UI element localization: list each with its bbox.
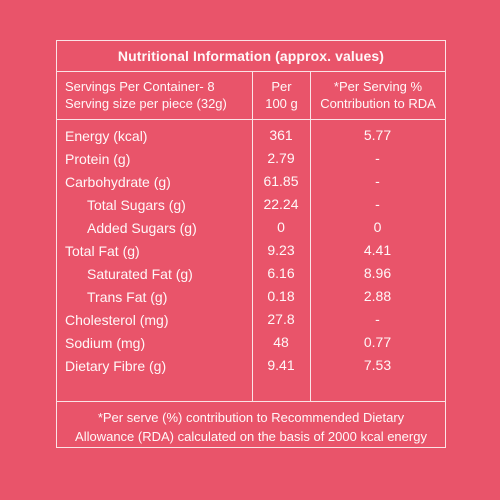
table-row: Protein (g) 2.79 - xyxy=(57,147,445,170)
nutrient-name: Dietary Fibre (g) xyxy=(65,357,167,374)
rda-footnote: *Per serve (%) contribution to Recommend… xyxy=(57,402,445,446)
nutrient-rda: 0 xyxy=(373,219,382,235)
nutrient-per-100g: 48 xyxy=(273,334,289,350)
nutrient-rda: 0.77 xyxy=(363,334,392,350)
table-row: Energy (kcal) 361 5.77 xyxy=(57,124,445,147)
table-row: Cholesterol (mg) 27.8 - xyxy=(57,308,445,331)
nutrient-rda: - xyxy=(375,311,380,327)
header-servings: Servings Per Container- 8 Serving size p… xyxy=(57,72,252,119)
table-row: Dietary Fibre (g) 9.41 7.53 xyxy=(57,354,445,377)
nutrient-per-100g: 0 xyxy=(277,219,285,235)
nutrient-name: Carbohydrate (g) xyxy=(65,173,171,190)
table-header: Servings Per Container- 8 Serving size p… xyxy=(57,72,445,120)
header-per: Per xyxy=(271,79,292,94)
header-per-serving: *Per Serving % xyxy=(333,79,423,94)
nutrient-per-100g: 22.24 xyxy=(263,196,299,212)
nutrient-name: Added Sugars (g) xyxy=(87,219,197,236)
nutrient-name: Total Fat (g) xyxy=(65,242,140,259)
nutrient-per-100g: 2.79 xyxy=(267,150,295,166)
footnote-line-1: *Per serve (%) contribution to Recommend… xyxy=(97,410,405,425)
nutrient-per-100g: 361 xyxy=(269,127,293,143)
nutrient-name: Sodium (mg) xyxy=(65,334,146,351)
nutrient-rda: - xyxy=(375,173,380,189)
table-row: Added Sugars (g) 0 0 xyxy=(57,216,445,239)
nutrient-name: Total Sugars (g) xyxy=(87,196,186,213)
nutrient-rda: - xyxy=(375,196,380,212)
nutrient-name: Saturated Fat (g) xyxy=(87,265,193,282)
nutrient-per-100g: 9.41 xyxy=(267,357,295,373)
header-per-100g: Per 100 g xyxy=(252,72,310,119)
table-row: Carbohydrate (g) 61.85 - xyxy=(57,170,445,193)
nutrient-per-100g: 9.23 xyxy=(267,242,295,258)
nutrient-rda: 7.53 xyxy=(363,357,392,373)
nutrient-name: Trans Fat (g) xyxy=(87,288,168,305)
table-row: Saturated Fat (g) 6.16 8.96 xyxy=(57,262,445,285)
table-row: Sodium (mg) 48 0.77 xyxy=(57,331,445,354)
nutrient-rda: 5.77 xyxy=(363,127,392,143)
header-rda: *Per Serving % Contribution to RDA xyxy=(310,72,445,119)
nutrient-name: Cholesterol (mg) xyxy=(65,311,169,328)
nutrition-panel: Nutritional Information (approx. values)… xyxy=(56,40,446,448)
header-100g: 100 g xyxy=(265,96,298,111)
nutrition-table: Servings Per Container- 8 Serving size p… xyxy=(57,72,445,446)
table-row: Trans Fat (g) 0.18 2.88 xyxy=(57,285,445,308)
nutrient-rda: 2.88 xyxy=(363,288,392,304)
header-contribution: Contribution to RDA xyxy=(320,96,436,111)
nutrient-rda: 4.41 xyxy=(363,242,392,258)
nutrient-per-100g: 61.85 xyxy=(263,173,299,189)
panel-title: Nutritional Information (approx. values) xyxy=(57,41,445,72)
nutrient-per-100g: 27.8 xyxy=(267,311,295,327)
footnote-line-2: Allowance (RDA) calculated on the basis … xyxy=(75,429,427,444)
nutrient-name: Protein (g) xyxy=(65,150,131,167)
servings-per-container: Servings Per Container- 8 xyxy=(65,79,215,94)
serving-size: Serving size per piece (32g) xyxy=(65,96,227,111)
nutrient-rda: - xyxy=(375,150,380,166)
table-row: Total Sugars (g) 22.24 - xyxy=(57,193,445,216)
nutrient-rows: Energy (kcal) 361 5.77 Protein (g) 2.79 … xyxy=(57,120,445,402)
nutrient-name: Energy (kcal) xyxy=(65,127,148,144)
nutrient-per-100g: 6.16 xyxy=(267,265,295,281)
nutrient-per-100g: 0.18 xyxy=(267,288,295,304)
nutrient-rda: 8.96 xyxy=(363,265,392,281)
table-row: Total Fat (g) 9.23 4.41 xyxy=(57,239,445,262)
